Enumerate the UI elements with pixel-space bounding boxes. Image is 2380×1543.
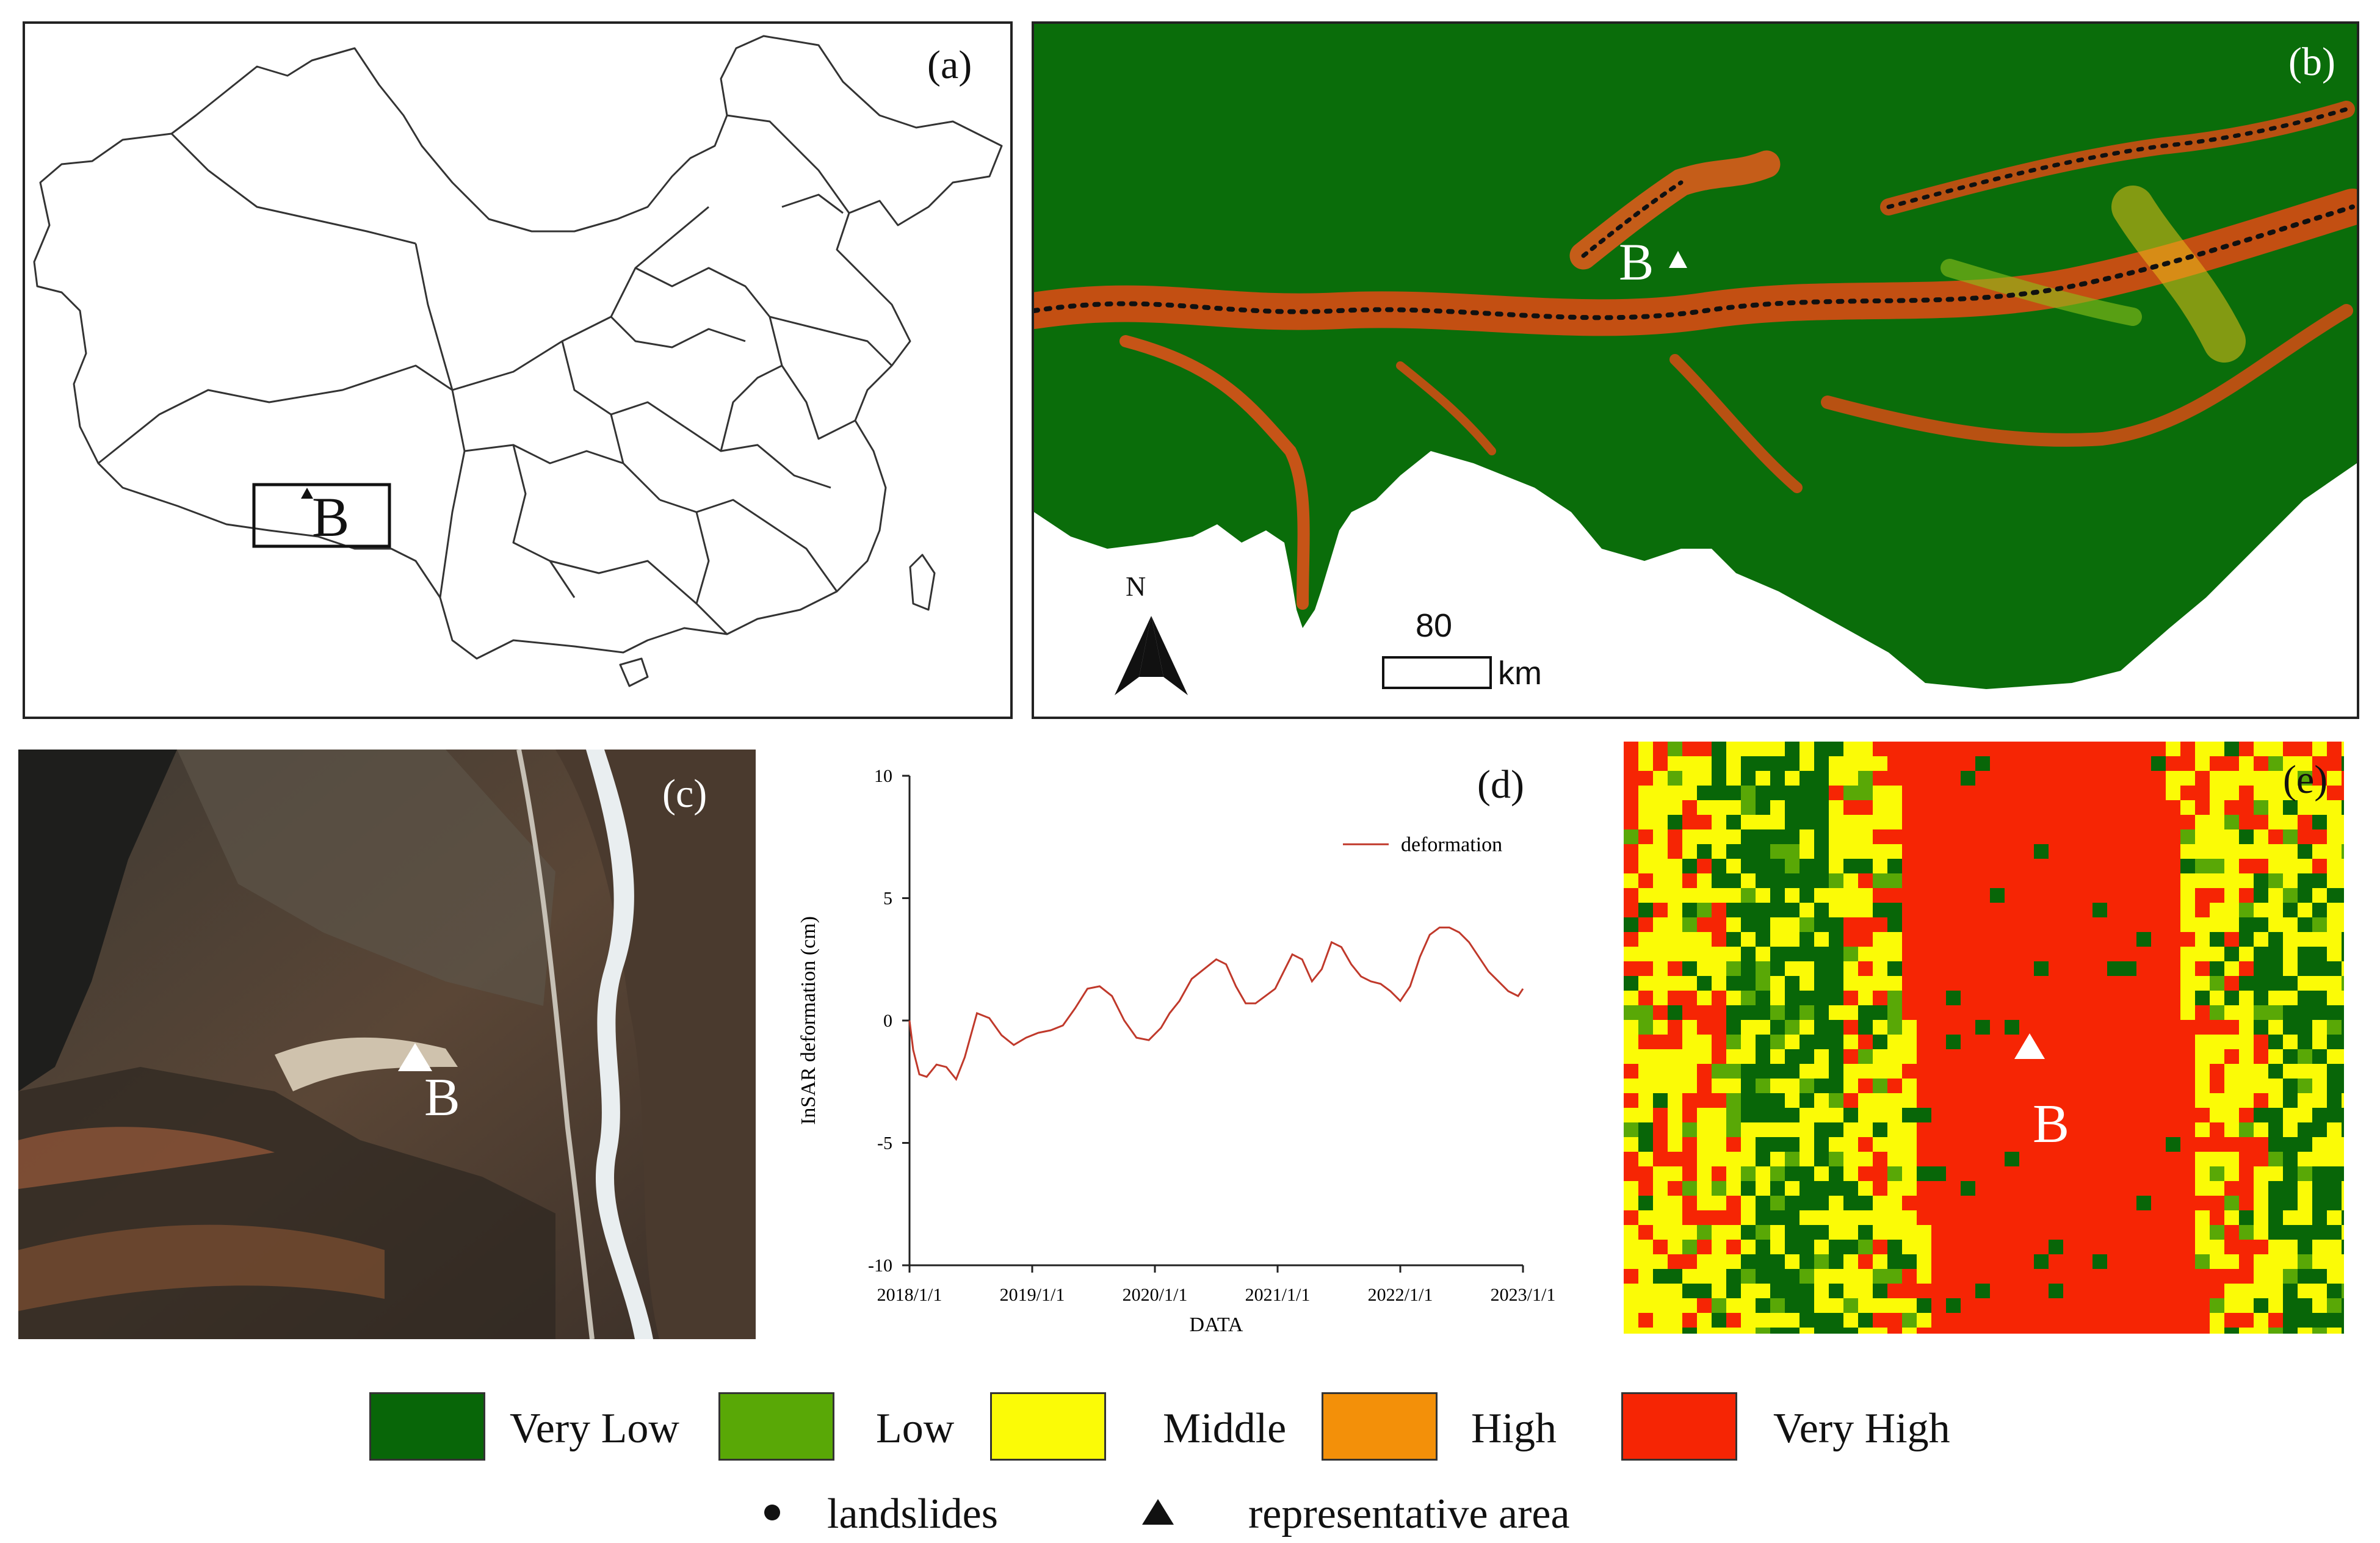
panel-e-raster-grid: (e) B (1624, 742, 2344, 1334)
legend-label-representative-area: representative area (1248, 1491, 1570, 1538)
x-tick-label: 2021/1/1 (1245, 1285, 1311, 1305)
area-b-label: B (2033, 1094, 2070, 1154)
representative-area-marker-icon (398, 1043, 432, 1071)
raster-cells (1624, 742, 2344, 1334)
dot-icon (764, 1505, 780, 1520)
legend-swatch-middle (990, 1392, 1106, 1461)
legend-label-low: Low (876, 1405, 955, 1452)
area-b-label: B (424, 1068, 460, 1127)
y-tick-label: -10 (868, 1256, 892, 1276)
x-tick-label: 2022/1/1 (1368, 1285, 1433, 1305)
panel-b-label: (b) (2288, 40, 2335, 84)
legend-label-very-low: Very Low (510, 1405, 679, 1452)
north-label: N (1126, 571, 1146, 602)
legend-label-landslides: landslides (827, 1491, 998, 1538)
china-outline-map (33, 35, 1003, 687)
x-axis-title: DATA (1190, 1314, 1243, 1336)
legend-swatch-high (1322, 1392, 1438, 1461)
y-tick-label: 5 (883, 889, 892, 909)
representative-area-marker-icon (1669, 251, 1687, 268)
susceptibility-raster (1624, 742, 2344, 1334)
y-tick-label: -5 (877, 1133, 892, 1154)
representative-area-marker-icon (2014, 1033, 2045, 1059)
panel-e-label: (e) (2283, 757, 2328, 802)
region-b-label: B (312, 486, 350, 548)
triangle-icon (1142, 1499, 1174, 1525)
panel-c-satellite-image: (c) B (18, 750, 756, 1339)
legend-label-high: High (1471, 1405, 1557, 1452)
north-arrow-icon (1139, 616, 1163, 677)
legend-label-middle: Middle (1163, 1405, 1287, 1452)
panel-d-deformation-chart: 10 5 0 -5 -10 2018/1/1 2019/1/1 2020/1/1 2021/1/… (763, 750, 1587, 1354)
legend-swatch-very-low (369, 1392, 485, 1461)
scale-value: 80 (1416, 607, 1453, 644)
deformation-line-chart: 10 5 0 -5 -10 2018/1/1 2019/1/1 2020/1/1 2021/1/… (797, 766, 1556, 1336)
area-b-label: B (1619, 233, 1654, 291)
panel-a-label: (a) (927, 43, 972, 87)
panel-b-susceptibility-map: (b) B N 80 km (1032, 21, 2359, 719)
x-tick-label: 2018/1/1 (877, 1285, 942, 1305)
legend-label: deformation (1401, 833, 1502, 856)
scale-unit: km (1498, 655, 1542, 692)
satellite-photo (18, 750, 756, 1339)
y-axis-title: InSAR deformation (cm) (797, 916, 820, 1125)
scale-bar (1382, 656, 1492, 689)
x-tick-label: 2019/1/1 (1000, 1285, 1065, 1305)
triangle-marker-icon (301, 488, 313, 499)
y-tick-label: 10 (874, 766, 892, 786)
panel-d-label: (d) (1477, 762, 1524, 807)
y-tick-label: 0 (883, 1011, 892, 1031)
panel-c-label: (c) (662, 772, 707, 816)
x-tick-label: 2023/1/1 (1491, 1285, 1556, 1305)
panel-a-china-map: (a) B (23, 21, 1013, 719)
x-tick-label: 2020/1/1 (1123, 1285, 1188, 1305)
legend-swatch-low (718, 1392, 834, 1461)
series-line-deformation (908, 927, 1524, 1082)
legend-label-very-high: Very High (1773, 1405, 1950, 1452)
region-b-box (252, 483, 391, 548)
legend-swatch-very-high (1621, 1392, 1737, 1461)
susceptibility-map-image (1034, 24, 2357, 695)
